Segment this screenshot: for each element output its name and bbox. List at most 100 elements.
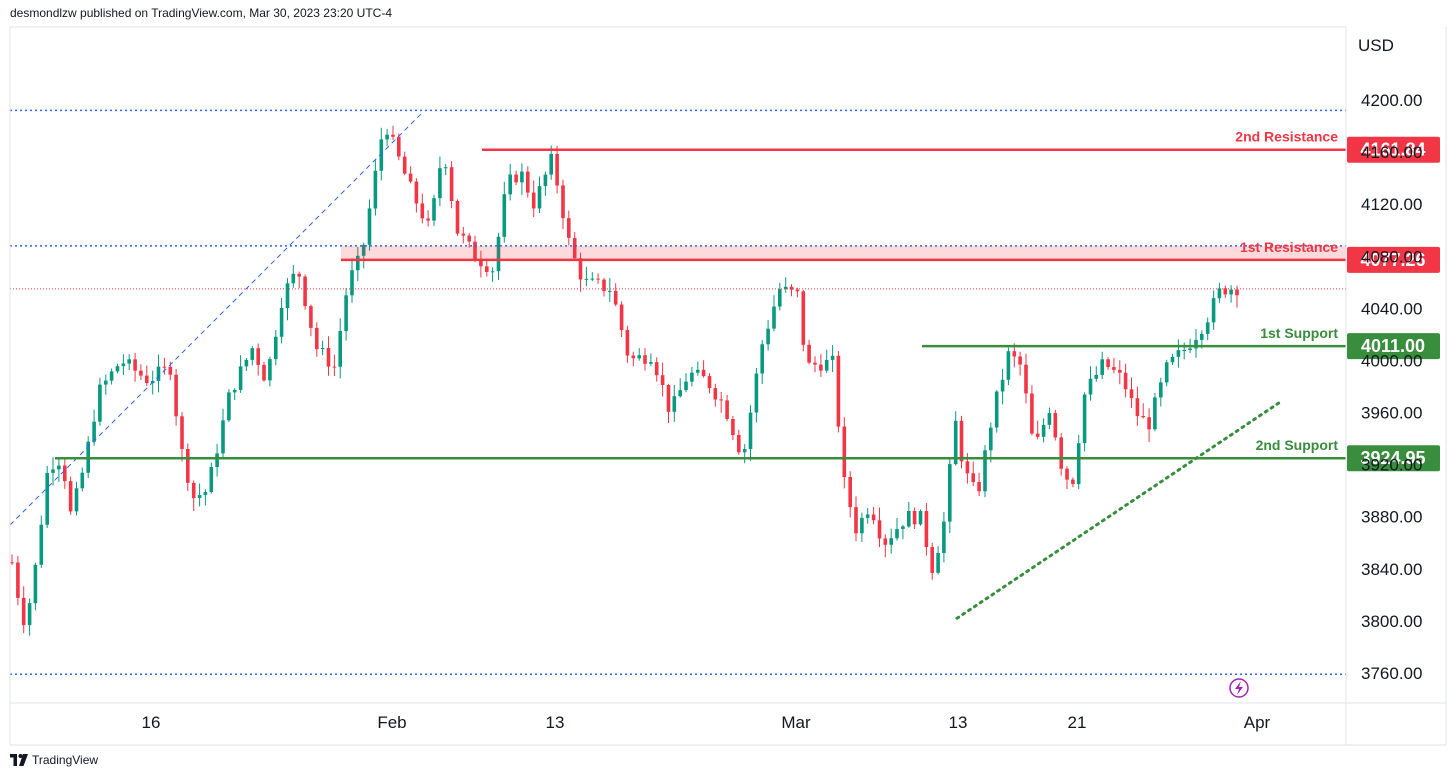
candle-body xyxy=(332,366,337,368)
second-support-price-tag-text: 3924.95 xyxy=(1360,448,1425,468)
candle-body xyxy=(1035,433,1040,437)
candle-body xyxy=(918,511,923,525)
candle-body xyxy=(596,278,600,280)
candle-body xyxy=(485,266,489,272)
candle-body xyxy=(21,597,26,626)
candle-body xyxy=(649,362,653,364)
candle-body xyxy=(901,526,905,529)
candle-body xyxy=(80,472,85,489)
candle-body xyxy=(584,278,589,280)
candle-body xyxy=(174,374,178,417)
first-resistance-price-tag-text: 4077.26 xyxy=(1360,250,1425,270)
second-support-price-tag xyxy=(1347,445,1440,472)
candle-body xyxy=(965,461,970,474)
candle-body xyxy=(631,355,636,359)
candle-body xyxy=(572,237,577,259)
candle-body xyxy=(948,464,952,522)
candle-body xyxy=(51,469,55,473)
candle-body xyxy=(895,529,899,539)
candle-body xyxy=(543,174,548,187)
candle-body xyxy=(578,258,583,280)
second-resistance-price-tag xyxy=(1347,136,1440,163)
y-tick-label: 3960.00 xyxy=(1361,404,1422,423)
candle-body xyxy=(186,449,190,483)
candle-body xyxy=(215,453,219,467)
y-tick-label: 3760.00 xyxy=(1361,664,1422,683)
candle-body xyxy=(1100,359,1104,375)
candle-body xyxy=(1211,298,1216,323)
candle-body xyxy=(68,481,73,512)
candle-body xyxy=(830,355,835,360)
candle-body xyxy=(795,289,800,292)
candle-body xyxy=(121,363,126,367)
candle-body xyxy=(907,511,911,527)
candle-body xyxy=(33,564,38,604)
candle-body xyxy=(133,359,137,371)
candle-body xyxy=(479,260,483,267)
candle-body xyxy=(309,306,313,328)
candle-body xyxy=(209,467,214,492)
candle-body xyxy=(520,171,524,183)
currency-label: USD xyxy=(1358,36,1394,55)
candle-body xyxy=(1000,379,1005,392)
candle-body xyxy=(221,420,225,454)
candle-body xyxy=(145,375,149,384)
candle-body xyxy=(115,366,120,372)
candle-body xyxy=(490,271,495,273)
candle-body xyxy=(725,400,729,419)
first-resistance-price-tag xyxy=(1347,246,1440,273)
candle-body xyxy=(672,396,677,412)
candle-body xyxy=(244,359,249,367)
candle-body xyxy=(526,171,530,193)
candle-body xyxy=(514,174,518,183)
candle-body xyxy=(291,273,296,284)
candle-body xyxy=(836,355,841,427)
candle-body xyxy=(959,420,964,462)
candle-body xyxy=(16,562,20,598)
candle-body xyxy=(549,154,553,175)
first-support-label: 1st Support xyxy=(1260,325,1338,341)
candle-body xyxy=(994,391,999,428)
candle-body xyxy=(350,270,354,296)
candle-body xyxy=(719,399,723,401)
candle-body xyxy=(57,465,61,470)
candle-body xyxy=(1129,389,1134,399)
candle-body xyxy=(285,283,290,308)
candle-body xyxy=(1123,372,1128,390)
candle-body xyxy=(983,450,987,492)
candle-body xyxy=(438,168,442,199)
candle-body xyxy=(156,366,161,381)
candle-body xyxy=(303,276,307,307)
candle-body xyxy=(250,348,255,360)
candle-body xyxy=(637,355,641,359)
candle-body xyxy=(27,603,32,626)
candle-body xyxy=(356,255,360,271)
candle-body xyxy=(660,375,665,385)
candle-body xyxy=(74,488,79,512)
candle-body xyxy=(590,278,595,280)
candle-body xyxy=(537,186,542,209)
candle-body xyxy=(608,290,612,292)
candle-body xyxy=(238,366,243,390)
candle-body xyxy=(977,482,981,492)
candle-body xyxy=(344,295,348,332)
candle-body xyxy=(942,521,946,553)
candle-body xyxy=(203,492,208,495)
candle-body xyxy=(197,495,202,498)
candle-body xyxy=(408,173,413,182)
candle-body xyxy=(860,517,864,534)
x-tick-label: 13 xyxy=(546,713,565,732)
second-resistance-label: 2nd Resistance xyxy=(1235,129,1338,145)
second-support-label: 2nd Support xyxy=(1256,437,1339,453)
candle-body xyxy=(274,336,278,360)
candle-body xyxy=(690,372,694,382)
candle-body xyxy=(707,376,712,389)
candle-body xyxy=(402,156,407,174)
candle-body xyxy=(801,291,806,345)
candle-body xyxy=(39,524,44,565)
candle-body xyxy=(731,419,735,435)
candle-body xyxy=(1164,362,1169,383)
candle-body xyxy=(666,385,671,412)
candle-body xyxy=(262,364,266,381)
